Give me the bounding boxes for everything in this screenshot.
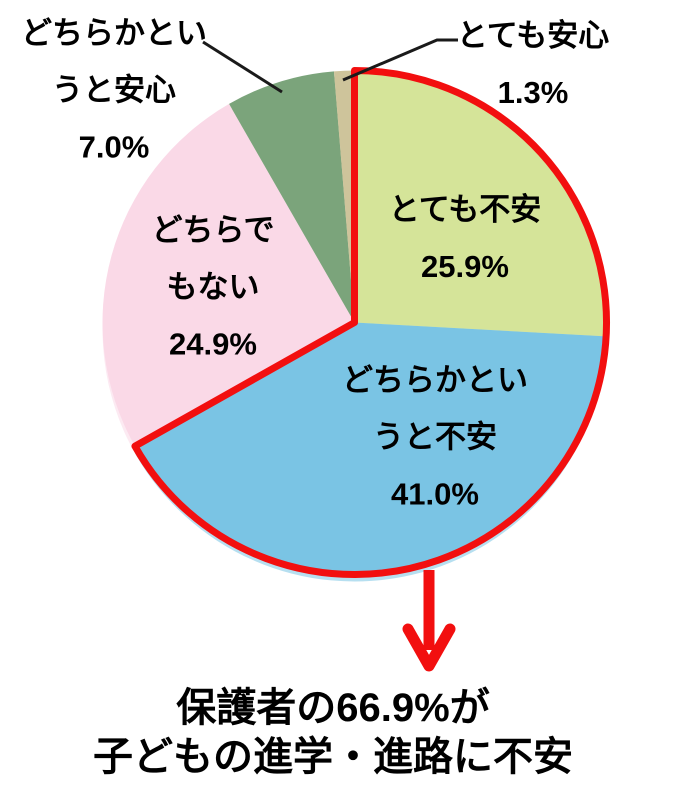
slice-label-pct: 41.0% [391, 476, 479, 512]
callout-line-totemo-anshin [342, 38, 458, 82]
slice-label-dochirademonai: どちらで もない 24.9% [151, 202, 274, 373]
callout-label-totemo-anshin: とても安心 1.3% [457, 7, 610, 121]
pie-slice-4 [333, 70, 355, 323]
callout-label-dochiraka-anshin: どちらかとい うと安心 7.0% [21, 5, 207, 176]
callout-label-text: どちらかとい [21, 15, 207, 51]
caption-line: 子どもの進学・進路に不安 [93, 735, 573, 779]
pie-slices [102, 70, 607, 575]
caption-line: 保護者の66.9%が [176, 686, 490, 730]
pie-slice-1 [134, 322, 607, 575]
slice-label-text: どちらかとい [342, 362, 528, 398]
slice-label-pct: 24.9% [169, 326, 257, 362]
pie-slice-3 [229, 71, 355, 323]
callout-label-pct: 7.0% [78, 129, 150, 165]
callout-label-text: とても安心 [456, 18, 610, 53]
pie-slice-2 [102, 103, 355, 447]
slice-label-text: とても不安 [388, 192, 542, 227]
slice-label-text: うと不安 [373, 419, 497, 455]
callout-label-pct: 1.3% [497, 75, 569, 110]
slice-label-text: もない [166, 269, 260, 305]
highlight-caption: 保護者の66.9%が 子どもの進学・進路に不安 [93, 684, 573, 782]
callout-label-text: うと安心 [52, 72, 176, 108]
slice-label-totemo-fuan: とても不安 25.9% [389, 181, 542, 295]
pie-slice-0 [354, 70, 607, 337]
highlight-outline [131, 67, 610, 578]
down-arrow [402, 570, 456, 672]
callout-line-dochiraka-anshin [202, 40, 283, 94]
slice-label-pct: 25.9% [421, 249, 509, 284]
slice-label-dochiraka-fuan: どちらかとい うと不安 41.0% [342, 352, 528, 523]
slice-label-text: どちらで [151, 212, 275, 248]
